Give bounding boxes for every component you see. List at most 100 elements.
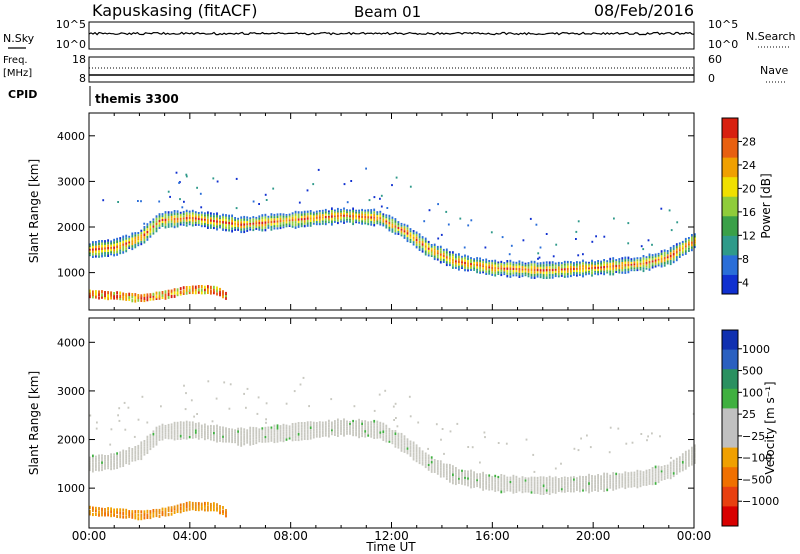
velocity-cell: [418, 454, 421, 457]
velocity-sparse-point: [185, 392, 187, 395]
power-cell: [615, 259, 618, 262]
power-sparse-point: [627, 242, 630, 245]
power-cell: [515, 263, 518, 266]
power-cell: [409, 236, 412, 239]
power-sparse-point: [409, 185, 412, 188]
power-cell: [397, 223, 400, 226]
power-cell: [570, 261, 572, 264]
velocity-near-cell: [191, 507, 194, 511]
power-near-cell: [116, 291, 118, 295]
velocity-cell: [334, 429, 336, 432]
velocity-cell: [273, 429, 276, 433]
power-cell: [89, 250, 91, 253]
power-cell: [663, 259, 666, 262]
velocity-cell: [349, 426, 351, 429]
power-cell: [503, 269, 506, 272]
power-cell: [340, 212, 342, 215]
velocity-cell: [524, 479, 527, 482]
power-cell: [449, 255, 451, 258]
velocity-cell: [385, 429, 388, 433]
velocity-cell: [461, 478, 463, 481]
velocity-sparse-point: [196, 413, 198, 415]
velocity-cell: [485, 483, 488, 486]
velocity-cell: [409, 440, 412, 443]
velocity-cell: [309, 437, 312, 440]
velocity-cell: [334, 431, 336, 434]
velocity-sparse-point: [525, 438, 528, 441]
power-cell: [309, 210, 312, 213]
velocity-cell: [681, 468, 684, 472]
power-cell: [340, 220, 342, 223]
power-cell: [89, 252, 91, 255]
velocity-cell: [533, 486, 536, 489]
velocity-cell: [140, 454, 143, 458]
power-cell: [560, 272, 563, 275]
velocity-cell: [576, 477, 578, 480]
velocity-cell: [397, 437, 400, 440]
velocity-cell: [219, 430, 221, 433]
power-cell: [231, 227, 233, 230]
velocity-cell: [654, 465, 657, 469]
velocity-cell: [551, 484, 554, 487]
power-near-cell: [216, 286, 218, 290]
power-cell: [433, 250, 436, 254]
power-cell: [418, 243, 421, 246]
power-cell: [421, 236, 424, 239]
power-cell: [545, 263, 548, 267]
power-near-cell: [173, 288, 176, 292]
velocity-cell: [92, 457, 94, 460]
velocity-cell: [415, 457, 418, 460]
velocity-cell: [306, 432, 309, 435]
power-cell: [391, 223, 394, 226]
power-cell: [515, 272, 518, 275]
velocity-cell: [415, 459, 418, 463]
power-cell: [666, 258, 669, 261]
power-cell: [179, 221, 182, 224]
velocity-cell: [352, 433, 354, 437]
power-cell: [506, 269, 509, 273]
power-cell: [524, 270, 527, 273]
velocity-cell: [591, 482, 593, 485]
velocity-cell: [630, 478, 633, 481]
power-cell: [515, 270, 518, 273]
power-cell: [533, 263, 536, 266]
power-cell: [210, 219, 212, 222]
power-colorbar-frame: [721, 117, 739, 295]
power-cell: [530, 276, 533, 279]
velocity-cell: [536, 484, 539, 487]
velocity-cell: [234, 439, 236, 442]
power-cell: [194, 211, 197, 214]
power-cell: [648, 260, 651, 264]
power-cell: [346, 209, 348, 212]
power-cell: [576, 269, 578, 273]
velocity-cell: [430, 463, 433, 466]
velocity-sparse-point: [435, 423, 438, 426]
velocity-cell: [246, 435, 249, 438]
velocity-cell: [503, 480, 506, 483]
time-tick-label: 04:00: [173, 529, 208, 543]
power-cell: [621, 271, 624, 274]
power-cell: [494, 259, 497, 263]
velocity-cell: [645, 472, 648, 475]
power-cell: [688, 243, 690, 246]
power-cell: [573, 264, 575, 266]
power-cell: [615, 263, 618, 266]
power-cell: [170, 220, 173, 223]
velocity-cell: [300, 427, 303, 430]
power-cell: [367, 222, 370, 226]
power-sparse-point: [185, 173, 188, 176]
power-cell: [179, 213, 182, 216]
velocity-sparse-point: [589, 446, 592, 449]
power-sparse-point: [386, 207, 389, 209]
velocity-cell: [684, 456, 687, 459]
power-cell: [660, 260, 663, 263]
power-cell: [225, 219, 227, 222]
velocity-cell: [255, 427, 258, 430]
velocity-sparse-point: [467, 446, 470, 448]
power-cell: [334, 213, 336, 216]
velocity-cell: [452, 476, 454, 479]
velocity-cell: [615, 472, 618, 476]
velocity-cell: [194, 427, 197, 430]
velocity-cell: [500, 487, 503, 491]
power-cell: [367, 220, 370, 223]
